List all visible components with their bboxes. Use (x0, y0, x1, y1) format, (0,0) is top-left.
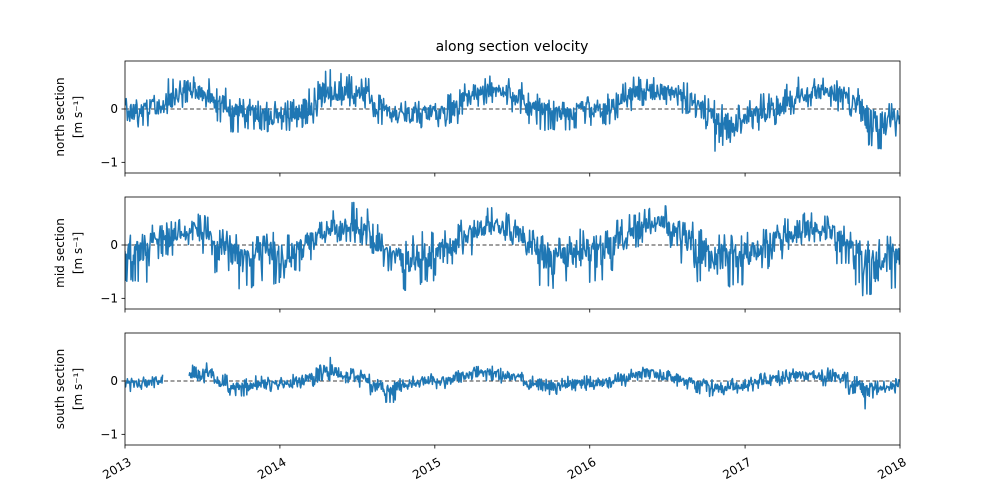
panel-2: −1 0 mid section [m s⁻¹] (53, 196, 901, 313)
series-line (125, 68, 900, 152)
x-tick-label: 2014 (255, 455, 288, 482)
y-tick-label: −1 (100, 155, 118, 169)
x-tick-label: 2017 (720, 455, 753, 482)
y-axis-label: south section (53, 349, 67, 430)
y-axis-unit: [m s⁻¹] (71, 368, 85, 410)
x-tick-label: 2016 (565, 455, 598, 482)
panel-3: −1 0 south section [m s⁻¹] (53, 332, 901, 449)
y-tick-label: −1 (100, 291, 118, 305)
axes-frame (124, 196, 901, 310)
y-tick-label: 0 (110, 374, 118, 388)
panels-container: −1 0 north section [m s⁻¹] −1 0 mid section [m … (53, 60, 901, 449)
panel-1: −1 0 north section [m s⁻¹] (53, 60, 901, 177)
chart-title: along section velocity (436, 39, 589, 55)
y-axis-label: mid section (53, 218, 67, 288)
y-tick-label: 0 (110, 238, 118, 252)
x-tick-label: 2013 (100, 455, 133, 482)
x-tick-label: 2015 (410, 455, 443, 482)
y-axis-label: north section (53, 77, 67, 156)
x-tick-label: 2018 (875, 455, 908, 482)
series-line (125, 201, 900, 297)
series-line (125, 356, 900, 410)
y-tick-label: 0 (110, 102, 118, 116)
axes-frame (124, 332, 901, 446)
y-axis-unit: [m s⁻¹] (71, 96, 85, 138)
y-tick-label: −1 (100, 427, 118, 441)
axes-frame (124, 60, 901, 174)
x-axis-ticks: 2013 2014 2015 2016 2017 2018 (100, 455, 908, 482)
y-axis-unit: [m s⁻¹] (71, 232, 85, 274)
